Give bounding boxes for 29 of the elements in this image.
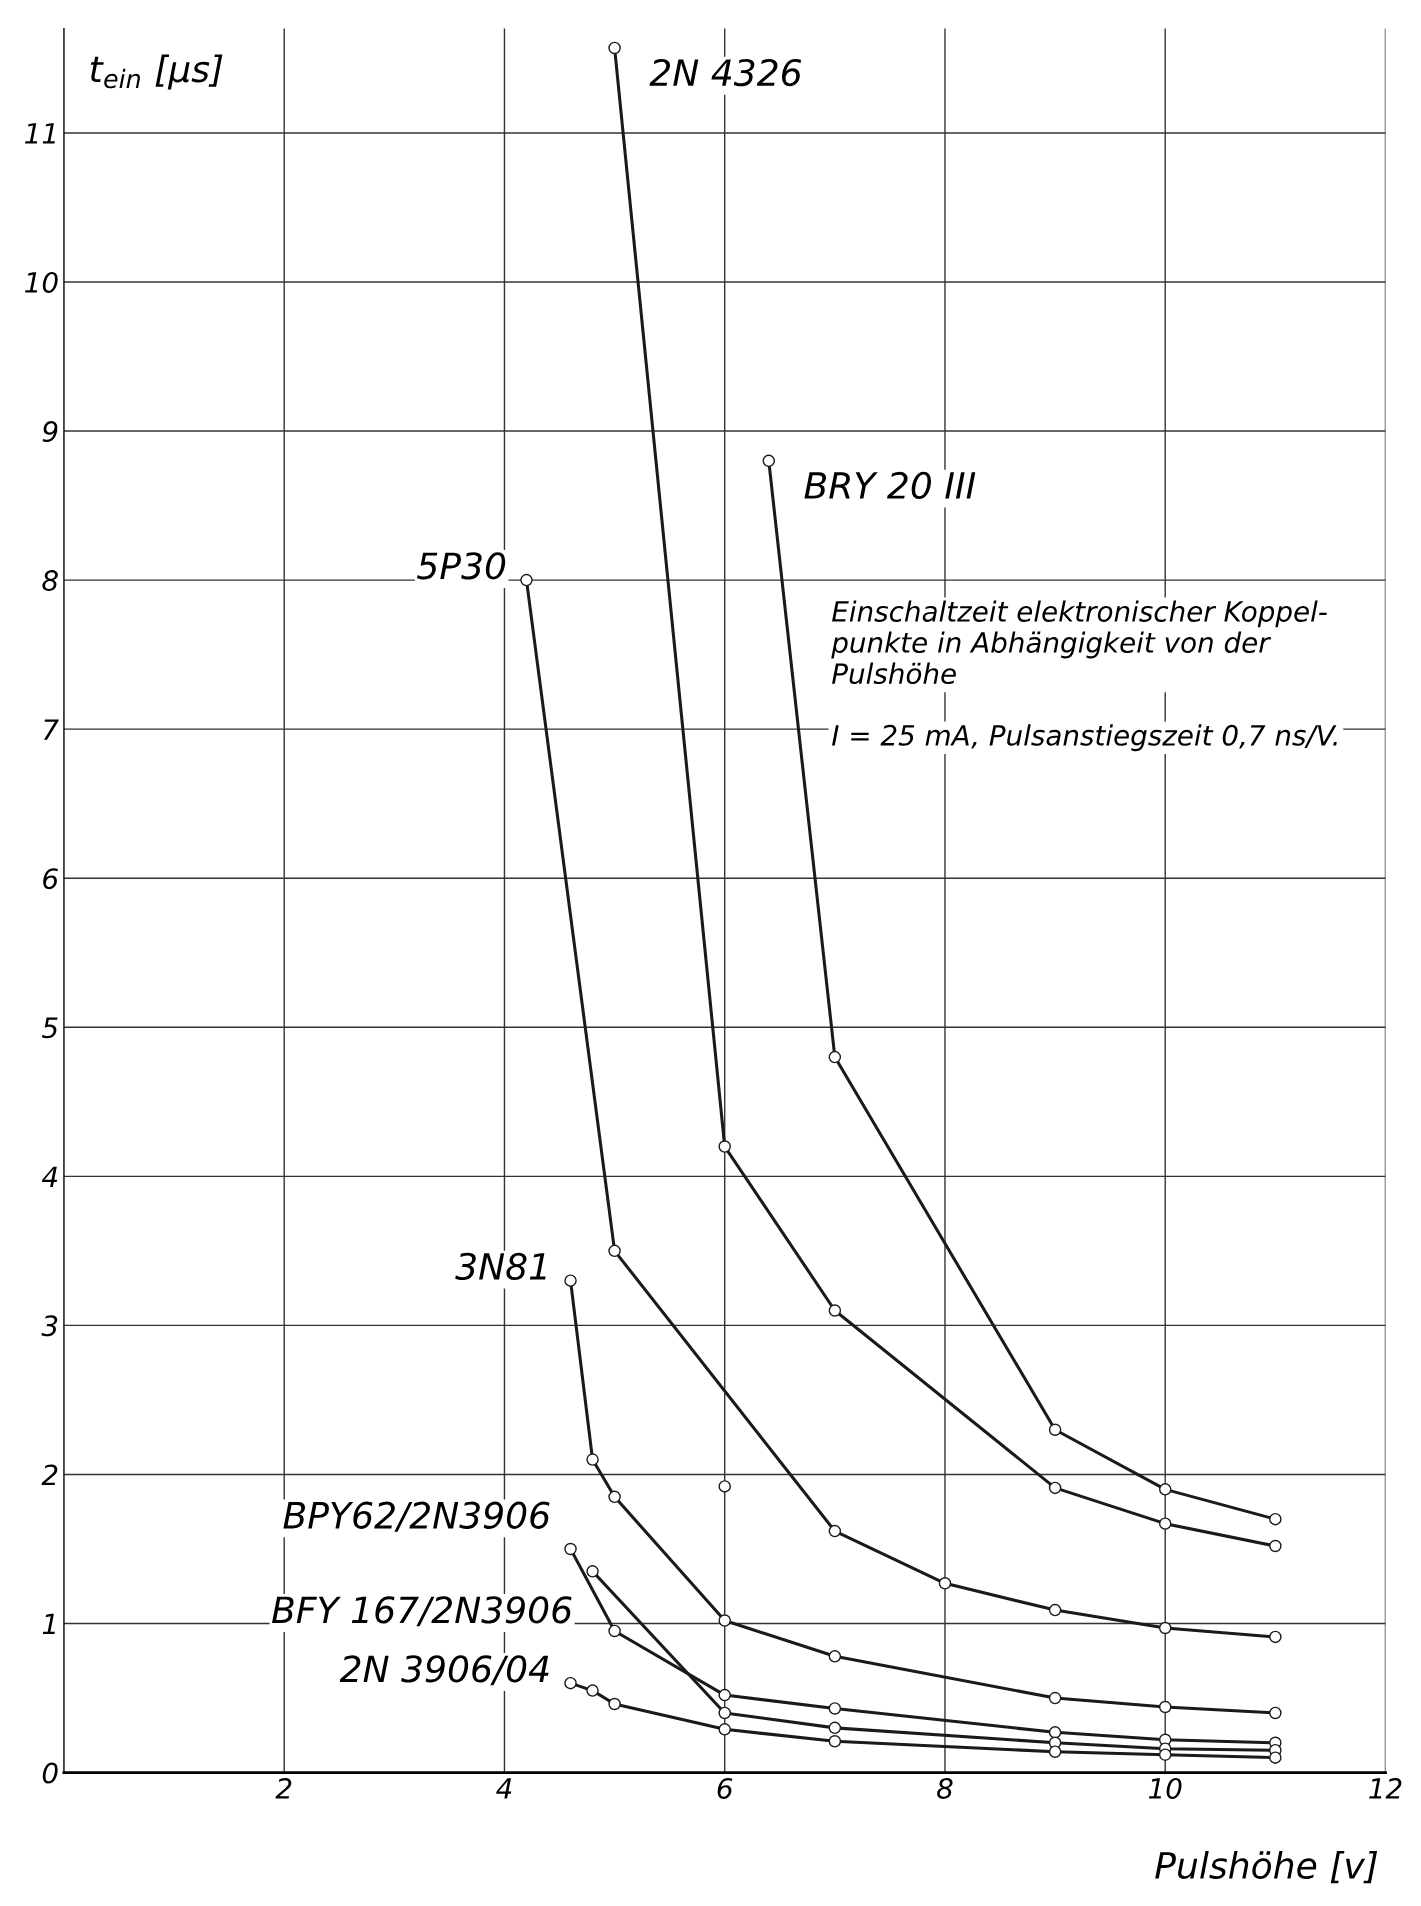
series-label: 2N 3906/04 (339, 1655, 549, 1686)
series-label: 5P30 (417, 552, 506, 580)
y-tick-label: 11 (25, 123, 55, 144)
y-tick-label: 0 (42, 1762, 58, 1784)
annotation: I = 25 mA, Pulsanstiegszeit 0,7 ns/V. (832, 724, 1337, 752)
x-tick-label: 8 (937, 1777, 953, 1799)
x-tick-label: 4 (496, 1778, 512, 1799)
series-label: 2N 4326 (649, 58, 802, 87)
y-tick-label: 2 (41, 1464, 58, 1486)
x-tick-label: 12 (1369, 1777, 1402, 1799)
y-tick-label: 4 (41, 1166, 58, 1187)
y-axis-title: t$_{ein}$ [µs] (90, 54, 223, 90)
series-label: BPY62/2N3906 (283, 1501, 550, 1532)
y-tick-label: 3 (41, 1315, 58, 1337)
annotation: Einschaltzeit elektronischer Koppel- punkte in Abhängigkeit von der Pulshöhe (831, 600, 1327, 685)
y-tick-label: 5 (41, 1017, 58, 1039)
series-label: 3N81 (455, 1252, 546, 1281)
series-label: BRY 20 III (804, 471, 976, 500)
x-tick-label: 10 (1148, 1777, 1182, 1799)
x-tick-label: 2 (275, 1777, 292, 1799)
y-tick-label: 7 (43, 719, 59, 740)
x-tick-label: 6 (717, 1777, 733, 1799)
y-tick-label: 6 (43, 868, 58, 890)
y-tick-label: 9 (42, 420, 58, 442)
y-tick-label: 8 (42, 570, 58, 592)
y-tick-label: 10 (25, 271, 58, 293)
x-axis-title: Pulshöhe [v] (1155, 1851, 1378, 1884)
series-label: BFY 167/2N3906 (272, 1596, 572, 1627)
y-tick-label: 1 (42, 1613, 55, 1635)
